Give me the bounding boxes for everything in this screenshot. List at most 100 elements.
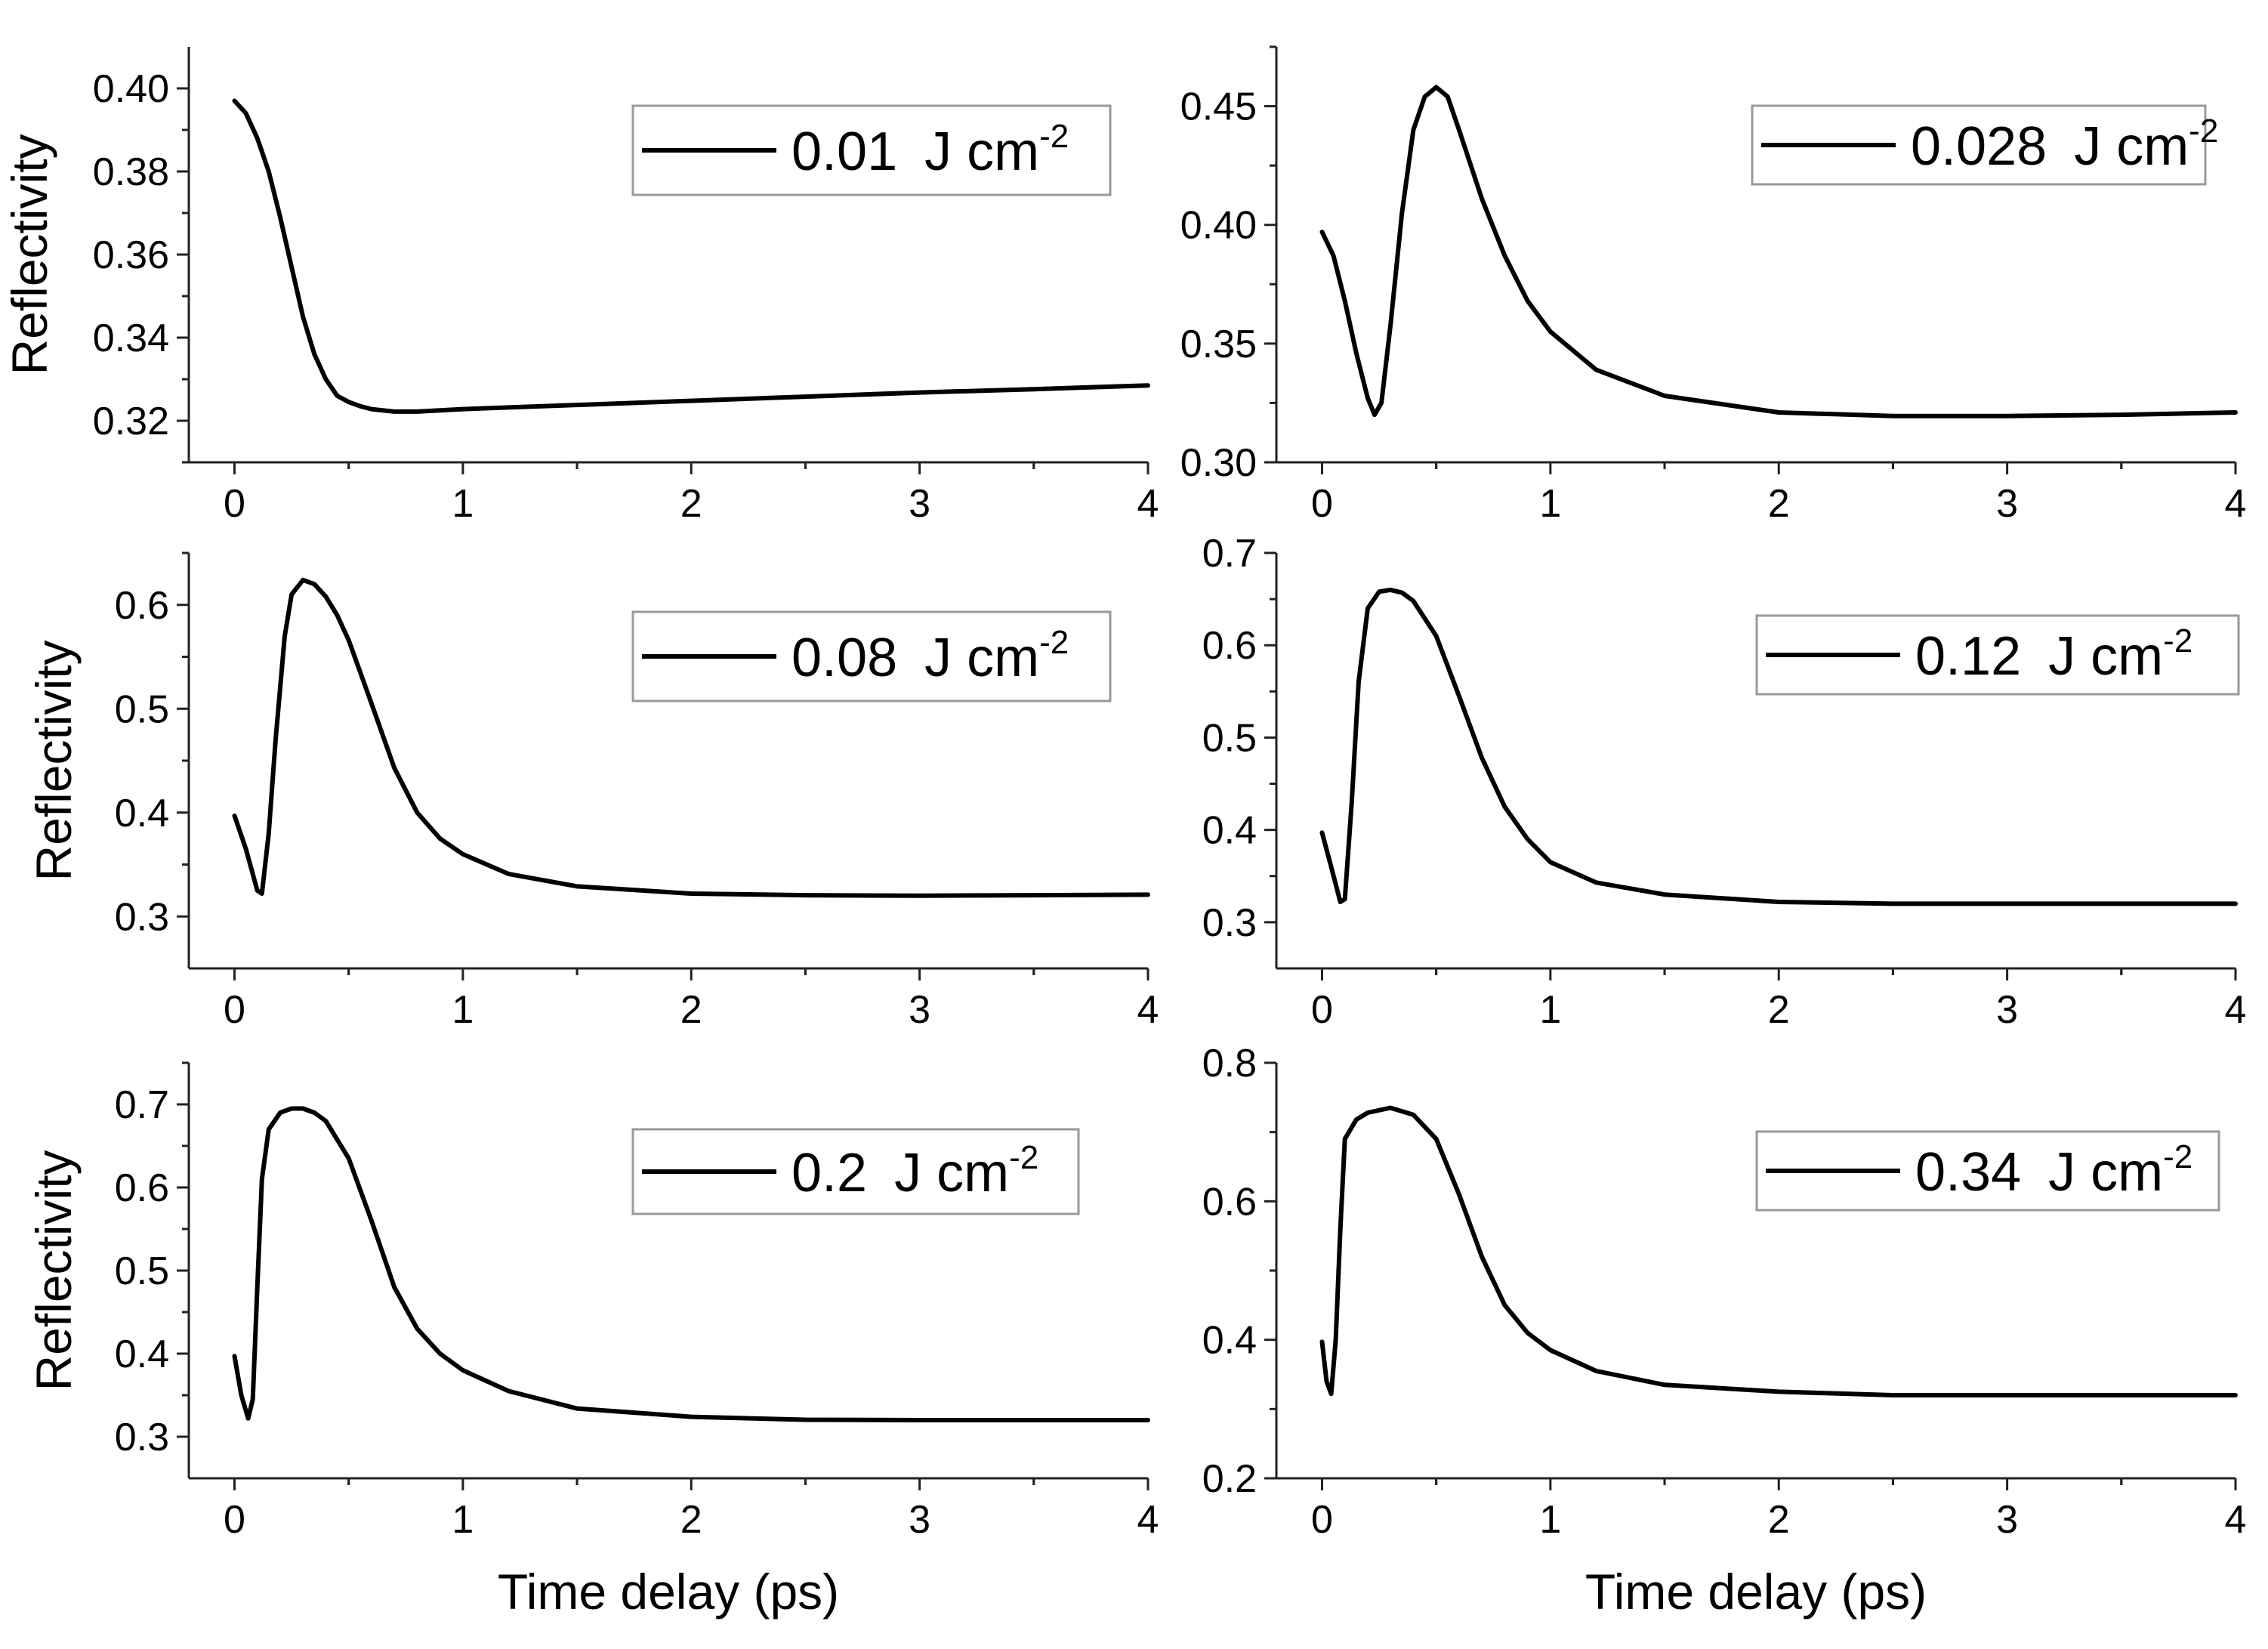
series-line bbox=[1319, 1105, 2238, 1397]
legend-value: 0.08 bbox=[791, 628, 897, 688]
x-tick-label: 2 bbox=[680, 1498, 702, 1542]
legend-unit: J cm bbox=[894, 1143, 1009, 1203]
x-axis-title: Time delay (ps) bbox=[1585, 1564, 1927, 1620]
y-axis-title: Reflectivity bbox=[26, 1150, 82, 1391]
legend-value: 0.34 bbox=[1915, 1142, 2021, 1203]
series-line bbox=[232, 577, 1150, 898]
y-tick-label: 0.3 bbox=[115, 895, 169, 939]
y-tick-label: 0.8 bbox=[1202, 1042, 1257, 1085]
legend-value: 0.12 bbox=[1915, 626, 2021, 687]
legend: 0.028 J cm-2 bbox=[1751, 104, 2218, 186]
y-tick-label: 0.40 bbox=[1180, 204, 1257, 248]
legend-exponent: -2 bbox=[1009, 1139, 1038, 1176]
y-tick-label: 0.30 bbox=[1180, 441, 1257, 485]
x-tick-label: 3 bbox=[909, 1498, 930, 1542]
x-tick-label: 4 bbox=[2225, 482, 2247, 526]
x-tick-label: 0 bbox=[224, 482, 245, 526]
x-tick-label: 1 bbox=[1539, 988, 1561, 1032]
y-tick-label: 0.4 bbox=[1202, 1319, 1257, 1363]
x-tick-label: 2 bbox=[1768, 1498, 1790, 1542]
y-tick-label: 0.6 bbox=[115, 1166, 169, 1210]
y-tick-label: 0.7 bbox=[115, 1083, 169, 1127]
y-tick-label: 0.3 bbox=[1202, 901, 1257, 945]
y-tick-label: 0.35 bbox=[1180, 323, 1257, 366]
series-line bbox=[232, 98, 1150, 414]
x-tick-label: 1 bbox=[1539, 1498, 1561, 1542]
legend: 0.2 J cm-2 bbox=[631, 1128, 1080, 1215]
y-tick-label: 0.5 bbox=[1202, 716, 1257, 760]
y-tick-label: 0.4 bbox=[1202, 809, 1257, 853]
x-tick-label: 2 bbox=[680, 482, 702, 526]
panel-top-left: 0 1 2 3 4 0.32 0.34 0.36 0.38 0.40 Reflectivity 0.0… bbox=[2, 47, 1159, 526]
x-tick-label: 1 bbox=[452, 1498, 474, 1542]
x-tick-label: 3 bbox=[1996, 482, 2018, 526]
y-tick-label: 0.5 bbox=[115, 687, 169, 731]
y-tick-label: 0.45 bbox=[1180, 85, 1257, 129]
panel-middle-left: 0 1 2 3 4 0.3 0.4 0.5 0.6 Reflectivity 0.08 J cm-2 bbox=[26, 551, 1159, 1032]
series-line bbox=[1319, 85, 2238, 418]
legend-unit: J cm bbox=[2048, 1142, 2163, 1203]
legend-unit: J cm bbox=[924, 628, 1039, 688]
y-axis-title: Reflectivity bbox=[26, 640, 82, 881]
y-axis-title: Reflectivity bbox=[2, 134, 57, 375]
legend-exponent: -2 bbox=[2163, 622, 2192, 659]
legend-exponent: -2 bbox=[2163, 1138, 2192, 1175]
y-tick-label: 0.7 bbox=[1202, 532, 1257, 576]
legend-label: 0.2 J cm-2 bbox=[791, 1139, 1038, 1203]
x-tick-label: 3 bbox=[909, 988, 930, 1032]
y-tick-label: 0.38 bbox=[93, 150, 169, 194]
y-tick-label: 0.5 bbox=[115, 1249, 169, 1293]
x-tick-label: 0 bbox=[1311, 988, 1333, 1032]
panel-top-right: 0 1 2 3 4 0.30 0.35 0.40 0.45 0.028 J cm-2 bbox=[1180, 45, 2247, 526]
y-tick-label: 0.4 bbox=[115, 1332, 169, 1376]
series-line bbox=[1319, 587, 2238, 906]
y-tick-label: 0.4 bbox=[115, 792, 169, 835]
x-tick-label: 1 bbox=[452, 988, 474, 1032]
x-tick-label: 3 bbox=[1996, 1498, 2018, 1542]
legend-unit: J cm bbox=[2074, 116, 2189, 177]
y-tick-label: 0.32 bbox=[93, 400, 169, 443]
x-tick-label: 4 bbox=[2225, 988, 2247, 1032]
panel-bottom-right: 0 1 2 3 4 0.2 0.4 0.6 0.8 Time delay (ps) 0.34 J cm… bbox=[1202, 1042, 2247, 1620]
y-tick-label: 0.40 bbox=[93, 67, 169, 111]
x-tick-label: 0 bbox=[224, 1498, 245, 1542]
legend-unit: J cm bbox=[924, 122, 1039, 182]
y-tick-label: 0.34 bbox=[93, 317, 169, 360]
panel-middle-right: 0 1 2 3 4 0.3 0.4 0.5 0.6 0.7 0.12 J cm-2 bbox=[1202, 532, 2247, 1032]
x-tick-label: 2 bbox=[1768, 988, 1790, 1032]
x-tick-label: 3 bbox=[1996, 988, 2018, 1032]
legend-label: 0.34 J cm-2 bbox=[1915, 1138, 2192, 1203]
x-tick-label: 0 bbox=[224, 988, 245, 1032]
y-tick-label: 0.3 bbox=[115, 1416, 169, 1459]
x-tick-label: 4 bbox=[2225, 1498, 2247, 1542]
y-tick-label: 0.36 bbox=[93, 233, 169, 277]
x-tick-label: 4 bbox=[1137, 1498, 1159, 1542]
legend-exponent: -2 bbox=[2189, 113, 2218, 150]
x-tick-label: 0 bbox=[1311, 1498, 1333, 1542]
x-tick-label: 4 bbox=[1137, 482, 1159, 526]
legend-value: 0.01 bbox=[791, 122, 897, 182]
x-tick-label: 0 bbox=[1311, 482, 1333, 526]
x-tick-label: 4 bbox=[1137, 988, 1159, 1032]
legend-exponent: -2 bbox=[1039, 624, 1069, 661]
legend-value: 0.2 bbox=[791, 1143, 867, 1203]
x-tick-label: 1 bbox=[1539, 482, 1561, 526]
y-tick-label: 0.6 bbox=[1202, 1180, 1257, 1224]
x-tick-label: 2 bbox=[1768, 482, 1790, 526]
legend-exponent: -2 bbox=[1039, 118, 1069, 155]
legend: 0.08 J cm-2 bbox=[631, 610, 1112, 703]
y-tick-label: 0.6 bbox=[1202, 624, 1257, 668]
x-axis-title: Time delay (ps) bbox=[498, 1564, 839, 1620]
x-tick-label: 3 bbox=[909, 482, 930, 526]
legend-label: 0.08 J cm-2 bbox=[791, 624, 1069, 688]
legend-value: 0.028 bbox=[1911, 116, 2047, 177]
y-tick-label: 0.6 bbox=[115, 584, 169, 628]
legend: 0.12 J cm-2 bbox=[1755, 614, 2240, 696]
series-line bbox=[232, 1106, 1150, 1422]
legend-unit: J cm bbox=[2048, 626, 2163, 687]
legend-label: 0.01 J cm-2 bbox=[791, 118, 1069, 182]
legend-label: 0.028 J cm-2 bbox=[1911, 113, 2218, 177]
panel-bottom-left: 0 1 2 3 4 0.3 0.4 0.5 0.6 0.7 Reflectivity Time del… bbox=[26, 1061, 1159, 1620]
x-tick-label: 2 bbox=[680, 988, 702, 1032]
